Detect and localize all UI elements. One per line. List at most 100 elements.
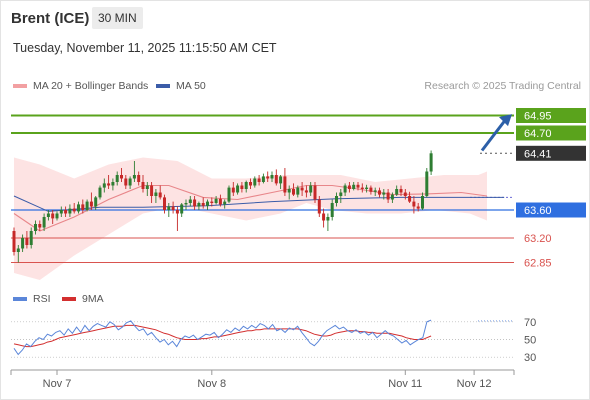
candle-body bbox=[309, 185, 313, 193]
candle-body bbox=[395, 189, 399, 195]
candle-body bbox=[158, 192, 162, 198]
timeframe-badge[interactable]: 30 MIN bbox=[92, 7, 143, 29]
candle-body bbox=[322, 213, 326, 221]
candle-body bbox=[403, 192, 407, 196]
candle-body bbox=[38, 224, 42, 228]
candle-body bbox=[244, 182, 248, 189]
candle-body bbox=[231, 187, 235, 193]
candle-body bbox=[416, 206, 420, 209]
rsi-label: RSI bbox=[33, 293, 51, 305]
candle-body bbox=[16, 248, 20, 252]
candle-body bbox=[59, 210, 63, 214]
forecast-arrow-layer bbox=[480, 114, 512, 152]
level-tag-resistance bbox=[516, 108, 586, 123]
candle-body bbox=[72, 208, 76, 212]
bollinger-band bbox=[14, 157, 487, 280]
legend-rsi: RSI bbox=[13, 293, 51, 305]
levels-layer bbox=[11, 114, 514, 263]
candle-body bbox=[253, 178, 257, 186]
candle-body bbox=[115, 175, 119, 182]
candle-body bbox=[111, 182, 115, 186]
candle-body bbox=[98, 187, 102, 198]
candle-body bbox=[81, 204, 85, 210]
x-tick-label: Nov 8 bbox=[197, 378, 226, 390]
rsi-tick-label: 30 bbox=[524, 352, 536, 364]
candle-body bbox=[330, 203, 334, 217]
candle-body bbox=[360, 187, 364, 189]
candle-body bbox=[85, 201, 89, 210]
candle-body bbox=[124, 178, 128, 186]
x-tick-label: Nov 7 bbox=[43, 378, 72, 390]
candle-body bbox=[210, 201, 214, 203]
candle-body bbox=[365, 187, 369, 189]
candle-body bbox=[201, 203, 205, 206]
candle-body bbox=[313, 185, 317, 200]
candle-body bbox=[29, 231, 33, 245]
candle-body bbox=[240, 185, 244, 189]
candle-body bbox=[94, 197, 98, 207]
candle-body bbox=[412, 201, 416, 207]
candle-body bbox=[107, 183, 111, 186]
level-label-resistance: 64.70 bbox=[524, 128, 552, 140]
candle-body bbox=[335, 196, 338, 203]
candle-body bbox=[46, 213, 50, 217]
candle-body bbox=[304, 190, 308, 193]
bollinger-label: MA 20 + Bollinger Bands bbox=[33, 80, 149, 92]
ma50-label: MA 50 bbox=[176, 80, 206, 92]
candle-body bbox=[223, 201, 227, 205]
candle-body bbox=[214, 198, 218, 203]
candle-body bbox=[227, 187, 231, 202]
candle-body bbox=[218, 198, 222, 205]
rsi-ma-line bbox=[13, 324, 432, 348]
bollinger-swatch bbox=[13, 84, 27, 89]
candle-body bbox=[141, 182, 145, 189]
candle-body bbox=[386, 192, 390, 200]
rsi-tick-label: 70 bbox=[524, 317, 536, 329]
candle-body bbox=[154, 192, 158, 196]
rsi-line bbox=[13, 319, 432, 356]
legend-ma50: MA 50 bbox=[156, 80, 206, 92]
candle-body bbox=[425, 171, 429, 196]
x-axis: Nov 7 Nov 8 Nov 11 Nov 12 bbox=[10, 369, 515, 390]
candle-body bbox=[261, 176, 265, 182]
candle-body bbox=[21, 238, 25, 249]
candle-body bbox=[382, 192, 386, 195]
candle-body bbox=[128, 178, 132, 186]
candle-body bbox=[408, 196, 412, 202]
x-tick-label: Nov 11 bbox=[388, 378, 422, 390]
candle-body bbox=[429, 153, 433, 172]
candle-body bbox=[55, 213, 59, 219]
rsi-ma-label: 9MA bbox=[82, 293, 104, 305]
legend-bollinger: MA 20 + Bollinger Bands bbox=[13, 80, 148, 92]
candle-body bbox=[163, 197, 166, 210]
candle-body bbox=[180, 204, 184, 214]
candle-body bbox=[206, 201, 209, 206]
candles-layer bbox=[12, 150, 433, 263]
candle-body bbox=[197, 203, 201, 207]
candle-body bbox=[120, 175, 123, 179]
candle-body bbox=[378, 190, 381, 195]
forecast-arrow-shaft bbox=[480, 118, 508, 152]
candle-body bbox=[175, 210, 179, 214]
candle-body bbox=[25, 238, 29, 245]
rsi-ma-swatch bbox=[62, 297, 76, 302]
candle-body bbox=[270, 175, 274, 179]
candle-body bbox=[326, 217, 330, 221]
candle-body bbox=[343, 185, 347, 193]
credit-text: Research © 2025 Trading Central bbox=[424, 80, 581, 92]
candle-body bbox=[249, 182, 252, 186]
candle-body bbox=[236, 185, 240, 193]
candle-body bbox=[287, 189, 291, 193]
candle-body bbox=[51, 213, 55, 219]
candle-body bbox=[132, 175, 136, 179]
candle-body bbox=[145, 185, 149, 189]
candle-body bbox=[339, 192, 343, 196]
x-tick-label: Nov 12 bbox=[457, 378, 492, 390]
candle-body bbox=[137, 175, 141, 182]
candle-body bbox=[266, 176, 270, 179]
candle-body bbox=[77, 204, 80, 212]
candle-body bbox=[421, 196, 424, 209]
candle-body bbox=[184, 203, 188, 205]
candle-body bbox=[12, 231, 16, 252]
